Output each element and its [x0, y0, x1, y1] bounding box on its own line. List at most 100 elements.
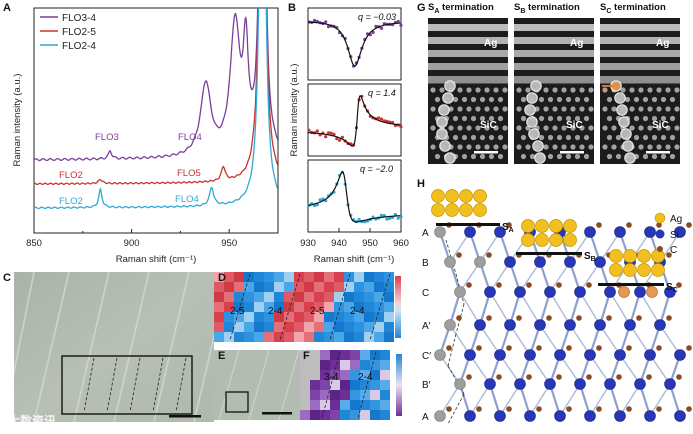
panel-d-map-pixel	[234, 272, 244, 282]
stack-label-1: B	[422, 258, 429, 269]
sic-lattice-dot	[656, 106, 662, 112]
sic-lattice-dot	[647, 144, 653, 150]
c-atom	[516, 315, 522, 321]
panel-b-data-point-2	[393, 212, 397, 217]
panel-e-scan-region-box	[225, 391, 249, 413]
panel-f-map-pixel	[330, 410, 340, 420]
sic-lattice-dot	[543, 87, 549, 93]
sic-lattice-dot	[475, 87, 481, 93]
bond-line	[549, 261, 571, 293]
panel-d-map-pixel	[294, 302, 304, 312]
panel-d-map-pixel	[374, 282, 384, 292]
sic-lattice-dot	[656, 125, 662, 131]
panel-d-map-pixel	[274, 282, 284, 292]
panel-f-map-pixel	[350, 410, 360, 420]
sc-interface-atom	[618, 286, 630, 298]
sic-lattice-dot	[633, 134, 640, 141]
sic-lattice-dot	[556, 115, 563, 122]
sic-lattice-dot	[638, 87, 644, 93]
ag-cluster-sb-atom	[535, 233, 549, 247]
panel-f-map-pixel	[360, 380, 370, 390]
sic-lattice-dot	[651, 134, 658, 141]
bond-line	[479, 231, 501, 263]
c-atom	[536, 406, 542, 412]
panel-d-map-pixel	[224, 282, 234, 292]
panel-b-subplot-frame-0	[307, 7, 402, 81]
bond-line	[519, 291, 541, 326]
x-tick-label-950: 950	[362, 238, 378, 249]
sic-lattice-dot	[615, 153, 622, 160]
bond-line	[639, 291, 661, 326]
stacking-marker-atom	[526, 92, 538, 104]
si-atom	[674, 226, 686, 238]
panel-b-data-point-1	[324, 135, 328, 139]
s-label-b: SB	[584, 251, 596, 263]
panel-f-map-pixel	[300, 380, 310, 390]
sic-lattice-dot	[606, 96, 613, 103]
c-atom	[456, 252, 462, 258]
panel-f-map-pixel	[300, 370, 310, 380]
stacking-marker-atom	[624, 152, 636, 164]
sic-lattice-dot	[520, 153, 527, 160]
panel-b-q-label-2: q = −2.0	[360, 164, 393, 174]
si-atom	[484, 286, 496, 298]
sic-lattice-dot	[656, 87, 662, 93]
sic-lattice-dot	[466, 87, 472, 93]
panel-f-map-pixel	[320, 410, 330, 420]
sic-lattice-dot	[561, 144, 567, 150]
sic-lattice-dot	[547, 115, 554, 122]
ag-cluster-sb-atom	[521, 219, 535, 233]
panel-b-y-axis-label: Raman intensity (a.u.)	[289, 64, 300, 157]
panel-d-map-pixel	[304, 292, 314, 302]
panel-d-map-pixel	[354, 322, 364, 332]
si-atom	[594, 319, 606, 331]
watermark-text: 大数资讯	[8, 414, 57, 428]
sic-lattice-dot	[574, 115, 581, 122]
si-atom	[574, 378, 586, 390]
legend-label-si: Si	[670, 230, 679, 241]
micrograph-sic-label-2: SiC	[652, 120, 669, 131]
sic-lattice-dot	[556, 96, 563, 103]
panel-b-chart: q = −0.03 q = 1.4 q = −2.0 Raman intensity…	[289, 7, 409, 265]
si-atom	[624, 319, 636, 331]
panel-b-subplot-frame-2	[307, 159, 402, 233]
bond-line	[529, 383, 551, 417]
bond-line	[599, 324, 621, 356]
sic-lattice-dot	[570, 125, 576, 131]
panel-f-map-pixel	[330, 370, 340, 380]
c-atom	[676, 374, 682, 380]
panel-b-data-point-1	[326, 131, 331, 135]
ag-layer-stripe	[600, 24, 680, 31]
panel-f-map-pixel	[380, 400, 390, 410]
panel-a-frame	[33, 7, 279, 234]
panel-f-map-pixel	[350, 400, 360, 410]
stacking-marker-atom	[442, 92, 454, 104]
bond-line	[459, 291, 481, 326]
panel-b-data-point-0	[326, 25, 331, 29]
sic-lattice-dot	[520, 115, 527, 122]
annotation-flo2-red: FLO2	[59, 170, 83, 181]
c-atom	[556, 282, 562, 288]
panel-d-map-pixel	[234, 312, 244, 322]
sic-lattice-dot	[602, 144, 608, 150]
panel-d-map-pixel	[224, 332, 234, 342]
sic-lattice-dot	[660, 153, 667, 160]
sic-lattice-dot	[660, 96, 667, 103]
stacking-marker-atom	[620, 128, 632, 140]
sic-lattice-dot	[484, 106, 490, 112]
sic-lattice-dot	[602, 87, 608, 93]
panel-a-legend: FLO3-4 FLO2-5 FLO2-4	[40, 13, 96, 52]
sic-lattice-dot	[516, 144, 522, 150]
panel-f-map-pixel	[310, 360, 320, 370]
c-atom	[486, 252, 492, 258]
panel-f-map-pixel	[360, 370, 370, 380]
sic-lattice-dot	[497, 96, 504, 103]
sic-lattice-dot	[488, 153, 495, 160]
panel-f-map-pixel	[360, 350, 370, 360]
x-tick-label-960: 960	[393, 238, 409, 249]
sic-lattice-dot	[479, 115, 486, 122]
annotation-flo4-purple: FLO4	[178, 132, 202, 143]
si-atom	[644, 226, 656, 238]
micrograph-ag-label-1: Ag	[570, 38, 583, 49]
panel-d-map-pixel	[284, 292, 294, 302]
